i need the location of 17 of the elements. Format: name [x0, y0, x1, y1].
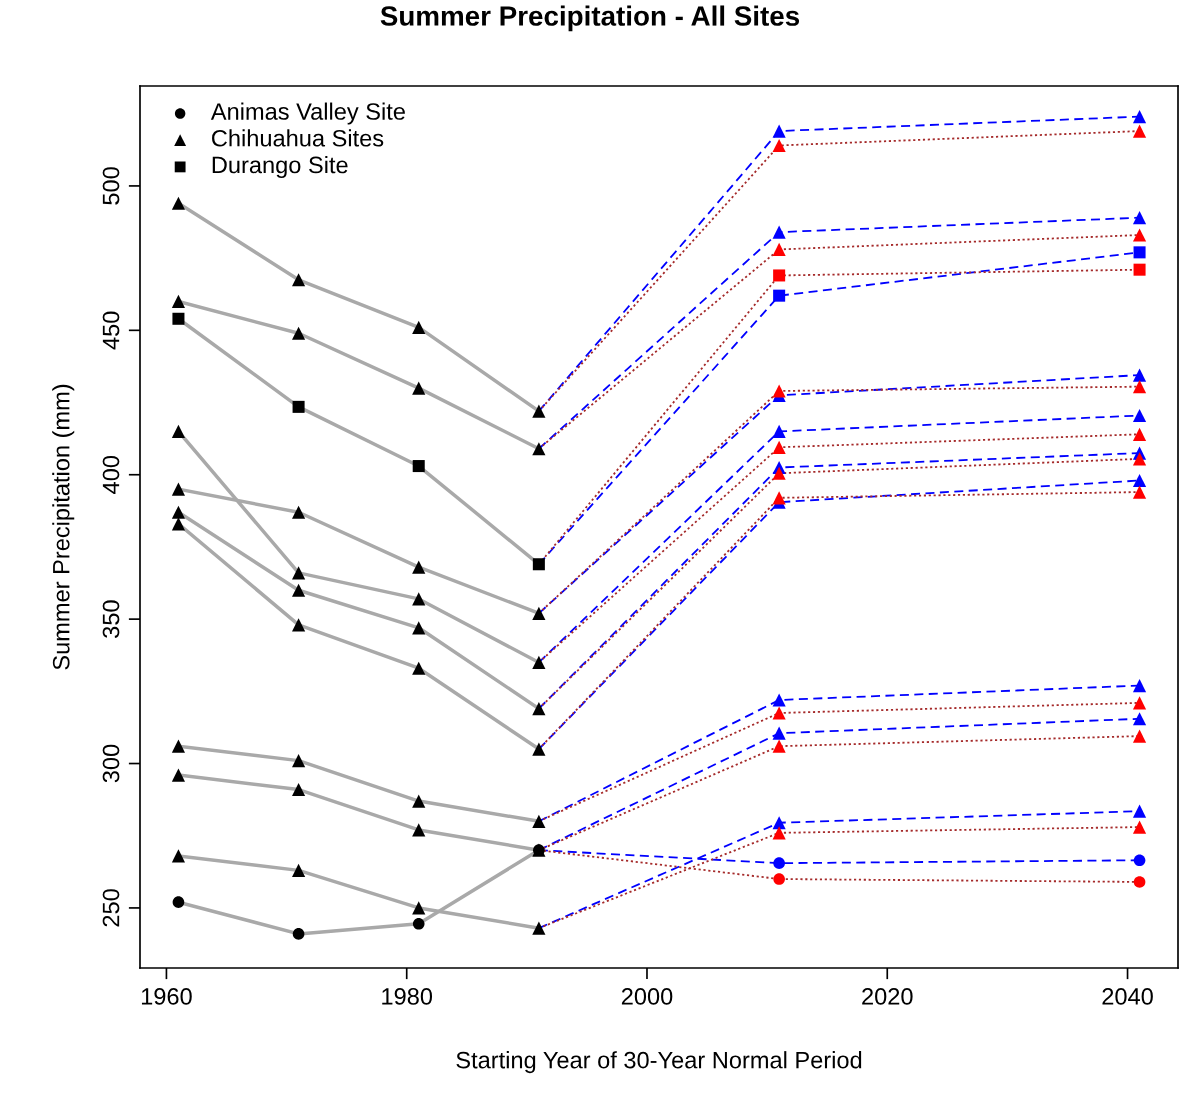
x-tick-label: 2040 [1102, 988, 1153, 1005]
chart-title: Summer Precipitation - All Sites [380, 5, 800, 32]
x-tick-label: 1960 [141, 988, 192, 1005]
x-axis-title: Starting Year of 30-Year Normal Period [456, 1051, 862, 1074]
legend-label: Animas Valley Site [210, 102, 405, 125]
y-axis-title: Summer Precipitation (mm) [52, 384, 75, 670]
y-tick-label: 450 [102, 311, 120, 350]
y-tick-label: 400 [102, 455, 120, 494]
x-tick-label: 1980 [382, 988, 433, 1005]
x-tick-label: 2020 [862, 988, 913, 1005]
y-tick-label: 300 [102, 744, 120, 783]
y-tick-label: 250 [102, 889, 120, 927]
y-tick-label: 500 [102, 167, 120, 205]
legend-label: Chihuahua Sites [212, 129, 384, 147]
y-tick-label: 350 [102, 600, 120, 638]
legend-label: Durango Site [212, 155, 348, 178]
x-tick-label: 2000 [621, 988, 673, 1005]
